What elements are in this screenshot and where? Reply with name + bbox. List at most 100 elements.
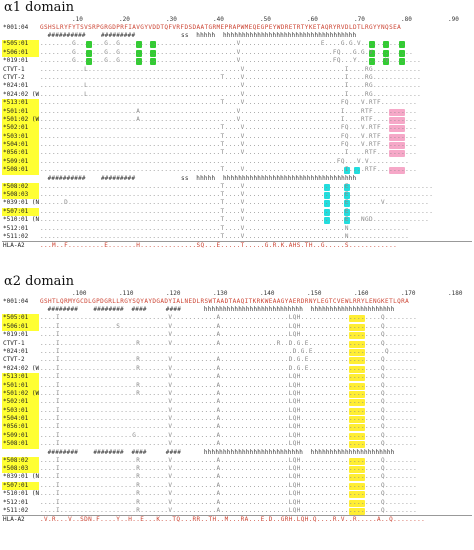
ruler-tick-label: .40 [213,16,224,23]
panel-title: α2 domain [4,274,74,289]
allele-label: *001:04 [3,298,29,305]
residue-highlight [399,58,405,66]
allele-label: HLA-A2 [3,242,25,250]
allele-group-2: *508:02 ....I...................R.......V… [2,456,472,516]
residue-highlight [349,482,365,490]
hla-row: HLA-A2 .V.R...V..SDN.F....Y..H..E...K...… [2,515,472,524]
allele-label: CTVT-2 [3,73,25,81]
allele-sequence: ....I..................G........V.......… [40,431,418,439]
allele-label: *019:01 [3,331,29,339]
allele-label: *508:01 [2,440,39,449]
residue-highlight [86,58,92,66]
ruler-tick-label: .60 [307,16,318,23]
allele-label: *024:02 (W) [3,364,39,372]
ruler-tick-label: .110 [119,290,134,297]
allele-sequence: ........G.......G..G....................… [40,57,422,65]
residue-highlight [354,167,360,175]
allele-label: *510:01 (N) [3,216,39,224]
residue-highlight [399,49,405,57]
allele-sequence: ........................................… [40,149,418,157]
allele-sequence: ........................................… [40,207,434,215]
allele-sequence: ....I...................R.......V.......… [40,506,418,514]
allele-row: *506:01 ........G.......G..G.............… [2,48,472,58]
allele-row: *508:03.................................… [2,191,472,200]
allele-row: *507:01 ....I...................R.......V… [2,481,472,491]
allele-row: *508:01.................................… [2,166,472,175]
ruler-tick-label: .70 [354,16,365,23]
allele-sequence: ........................................… [40,73,422,81]
allele-sequence: ....I...................R.......V.......… [40,364,418,372]
allele-row: *501:01 ....I...................R.......V… [2,381,472,390]
residue-highlight [349,474,365,482]
allele-label: *513:01 [2,99,39,108]
allele-label: *039:01 (N) [3,473,39,481]
residue-highlight [389,150,405,158]
residue-highlight [349,315,365,323]
ss-track: ######## ######## #### #### hhhhhhhhhhhh… [40,448,395,456]
reference-sequence: GSHTLQRMYGCDLGPDGRLLRGYSQYAYDGADYIALNEDL… [40,298,410,305]
allele-label: *513:01 [2,373,39,382]
ruler-tick-label: .80 [401,16,412,23]
allele-sequence: ........................................… [40,232,410,240]
residue-highlight [150,41,156,49]
residue-highlight [383,58,389,66]
ss-track: ########## ######### ss hhhhh hhhhhhhhhh… [40,174,357,182]
allele-sequence: ....I...................R.......V.......… [40,381,418,389]
allele-sequence: ....I...................R.......V.......… [40,356,418,364]
allele-sequence: ....I...................R.......V.......… [40,456,418,464]
allele-row: *508:02.................................… [2,182,472,192]
allele-row: *508:03 ....I...................R.......V… [2,465,472,474]
allele-sequence: ........................................… [40,124,418,132]
allele-row: *024:01 ...........L.....................… [2,82,472,90]
allele-sequence: ....I...........................V.......… [40,373,418,381]
reference-row: *001:04 GSHTLQRMYGCDLGPDGRLLRGYSQYAYDGAD… [2,298,472,306]
allele-label: *508:02 [2,456,39,466]
allele-sequence: ........................................… [40,166,418,174]
allele-label: *504:01 [2,141,39,150]
allele-row: *512:01.................................… [2,225,472,233]
allele-sequence: ........................................… [40,99,418,107]
allele-row: *039:01 (N) ......D......................… [2,199,472,208]
allele-row: *505:01 ........G.......G..G.............… [2,40,472,49]
allele-sequence: ........G.......G..G....................… [40,48,414,56]
residue-highlight [86,41,92,49]
ruler-tick-label: .90 [448,16,459,23]
allele-row: *504:01.................................… [2,141,472,150]
allele-label: *501:01 [2,107,39,116]
allele-label: HLA-A2 [3,516,25,524]
allele-sequence: ....I..............S............V.......… [40,322,418,330]
allele-label: *503:01 [2,132,39,142]
allele-group-1: *505:01 ....I...........................V… [2,314,472,449]
allele-row: *510:01 (N) ....I...................R....… [2,490,472,499]
allele-row: *513:01.................................… [2,99,472,108]
reference-sequence: GSHSLRYFYTSVSRPGRGDPRFIAVGYVDDTQFVRFDSDA… [40,24,402,31]
ruler-tick-label: .160 [354,290,369,297]
allele-label: *501:02 (W) [2,115,39,125]
residue-highlight [136,58,142,66]
allele-row: *024:02 (W) ...........L.................… [2,91,472,99]
residue-highlight [389,133,405,141]
residue-highlight [349,507,365,515]
residue-highlight [389,116,405,124]
ruler-tick-label: .180 [448,290,463,297]
ruler-tick-label: .20 [119,16,130,23]
allele-row: CTVT-1 ...........L......................… [2,66,472,74]
allele-label: *509:01 [2,157,39,167]
ruler-tick-label: .10 [72,16,83,23]
residue-highlight [344,183,350,191]
allele-label: *502:01 [2,398,39,407]
residue-highlight [349,332,365,340]
residue-highlight [349,416,365,424]
residue-highlight [349,407,365,415]
residue-highlight [389,108,405,116]
ruler-tick-label: .170 [401,290,416,297]
residue-highlight [344,200,350,208]
allele-row: *508:02 ....I...................R.......V… [2,456,472,466]
residue-highlight [136,41,142,49]
ss-track: ########## ######### ss hhhhh hhhhhhhhhh… [40,32,357,40]
residue-highlight [324,200,330,208]
allele-sequence: ....I...........................V.......… [40,415,418,423]
allele-sequence: ........G.......G..G....................… [40,40,406,48]
allele-label: *512:01 [3,498,29,506]
panel-title: α1 domain [4,0,74,15]
